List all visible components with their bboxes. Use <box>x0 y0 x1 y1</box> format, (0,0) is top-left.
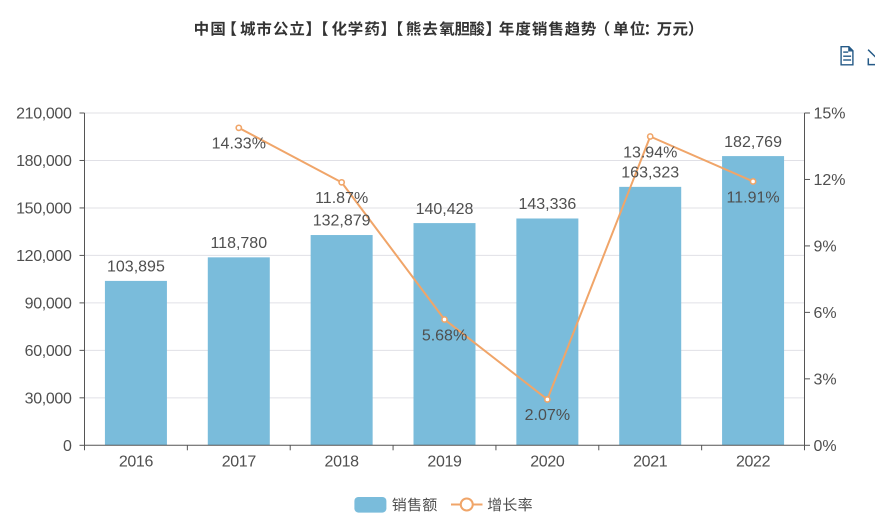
svg-text:3%: 3% <box>814 371 837 388</box>
svg-text:120,000: 120,000 <box>16 248 72 265</box>
svg-text:2018: 2018 <box>325 454 360 471</box>
svg-text:140,428: 140,428 <box>416 201 474 218</box>
svg-text:90,000: 90,000 <box>25 295 72 312</box>
svg-text:0: 0 <box>63 438 72 455</box>
svg-text:2020: 2020 <box>530 454 565 471</box>
svg-text:12%: 12% <box>814 172 846 189</box>
svg-text:11.87%: 11.87% <box>315 190 368 207</box>
svg-text:15%: 15% <box>814 106 846 123</box>
svg-text:2022: 2022 <box>736 454 771 471</box>
svg-text:132,879: 132,879 <box>313 213 371 230</box>
svg-text:210,000: 210,000 <box>16 106 72 123</box>
svg-text:2021: 2021 <box>633 454 668 471</box>
svg-text:13.94%: 13.94% <box>623 144 677 161</box>
svg-text:60,000: 60,000 <box>25 343 72 360</box>
svg-text:150,000: 150,000 <box>16 200 72 217</box>
svg-text:14.33%: 14.33% <box>212 136 266 153</box>
svg-text:143,336: 143,336 <box>518 196 576 213</box>
svg-text:30,000: 30,000 <box>25 390 72 407</box>
svg-text:118,780: 118,780 <box>210 235 267 252</box>
svg-text:2019: 2019 <box>427 454 462 471</box>
svg-text:5.68%: 5.68% <box>422 327 467 344</box>
svg-text:182,769: 182,769 <box>724 134 782 151</box>
svg-text:9%: 9% <box>814 238 837 255</box>
svg-text:2017: 2017 <box>222 454 257 471</box>
svg-text:180,000: 180,000 <box>16 153 72 170</box>
svg-text:2.07%: 2.07% <box>525 407 570 424</box>
svg-text:2016: 2016 <box>119 454 154 471</box>
svg-text:11.91%: 11.91% <box>727 189 780 206</box>
svg-text:6%: 6% <box>814 305 837 322</box>
svg-text:163,323: 163,323 <box>621 165 679 182</box>
svg-text:103,895: 103,895 <box>107 259 165 276</box>
svg-text:0%: 0% <box>814 438 837 455</box>
